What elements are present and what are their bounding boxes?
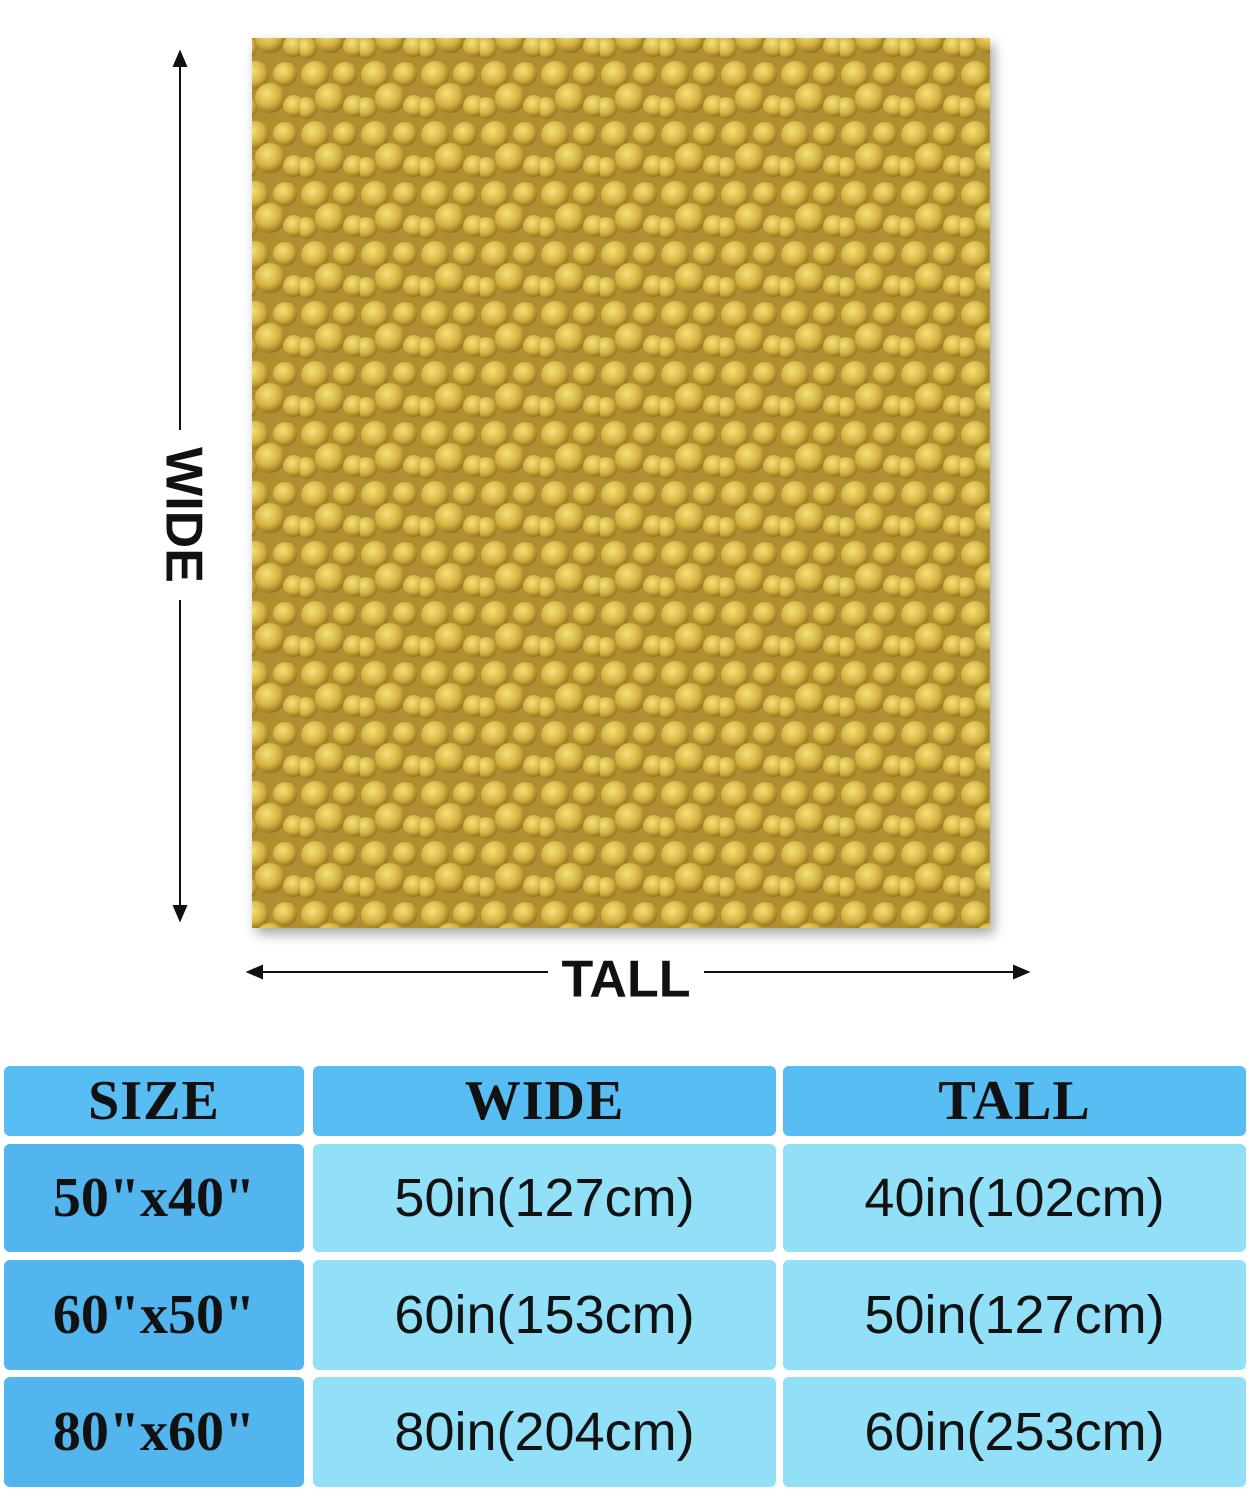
table-cell: 50in(127cm) bbox=[313, 1144, 776, 1252]
table-cell: WIDE bbox=[313, 1066, 776, 1136]
table-cell: 60in(153cm) bbox=[313, 1260, 776, 1370]
table-cell: 60"x50" bbox=[4, 1260, 304, 1370]
table-cell: TALL bbox=[783, 1066, 1246, 1136]
table-cell: 50"x40" bbox=[4, 1144, 304, 1252]
table-cell: 80in(204cm) bbox=[313, 1377, 776, 1487]
table-cell: 50in(127cm) bbox=[783, 1260, 1246, 1370]
dimension-arrows bbox=[172, 49, 1031, 980]
illustration: WIDE TALL bbox=[154, 38, 1031, 1009]
table-cell: 40in(102cm) bbox=[783, 1144, 1246, 1252]
table-cell: 60in(253cm) bbox=[783, 1377, 1246, 1487]
wide-label: WIDE bbox=[154, 447, 212, 583]
blanket-image bbox=[252, 38, 990, 928]
table-cell: SIZE bbox=[4, 1066, 304, 1136]
tall-label: TALL bbox=[562, 951, 691, 1009]
table-cell: 80"x60" bbox=[4, 1377, 304, 1487]
